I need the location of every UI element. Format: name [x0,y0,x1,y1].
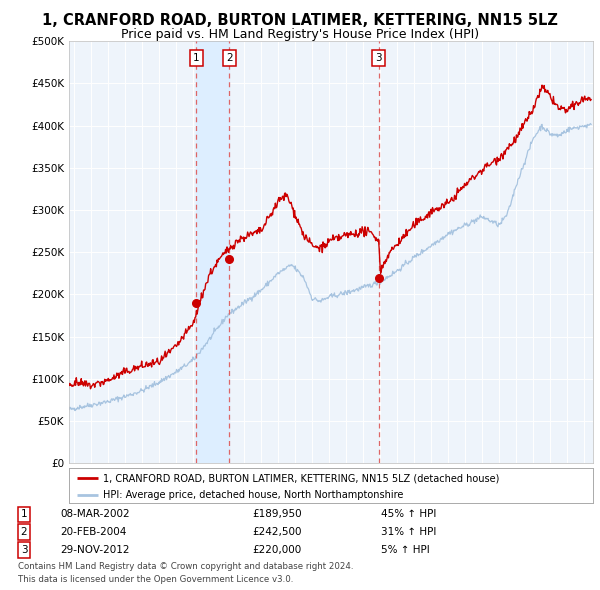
Text: Contains HM Land Registry data © Crown copyright and database right 2024.: Contains HM Land Registry data © Crown c… [18,562,353,571]
Text: 1, CRANFORD ROAD, BURTON LATIMER, KETTERING, NN15 5LZ: 1, CRANFORD ROAD, BURTON LATIMER, KETTER… [42,13,558,28]
Text: 31% ↑ HPI: 31% ↑ HPI [381,527,436,537]
Text: 2: 2 [226,53,233,63]
Text: 3: 3 [20,545,28,555]
Text: Price paid vs. HM Land Registry's House Price Index (HPI): Price paid vs. HM Land Registry's House … [121,28,479,41]
Text: 45% ↑ HPI: 45% ↑ HPI [381,510,436,519]
Text: 5% ↑ HPI: 5% ↑ HPI [381,545,430,555]
Text: 2: 2 [20,527,28,537]
Text: 1: 1 [20,510,28,519]
Text: 20-FEB-2004: 20-FEB-2004 [60,527,127,537]
Text: £220,000: £220,000 [252,545,301,555]
Text: 1: 1 [193,53,200,63]
Text: £189,950: £189,950 [252,510,302,519]
Text: 1, CRANFORD ROAD, BURTON LATIMER, KETTERING, NN15 5LZ (detached house): 1, CRANFORD ROAD, BURTON LATIMER, KETTER… [103,473,499,483]
Text: 3: 3 [376,53,382,63]
Text: 29-NOV-2012: 29-NOV-2012 [60,545,130,555]
Text: 08-MAR-2002: 08-MAR-2002 [60,510,130,519]
Bar [196,41,229,463]
Text: This data is licensed under the Open Government Licence v3.0.: This data is licensed under the Open Gov… [18,575,293,584]
Text: £242,500: £242,500 [252,527,302,537]
Text: HPI: Average price, detached house, North Northamptonshire: HPI: Average price, detached house, Nort… [103,490,403,500]
